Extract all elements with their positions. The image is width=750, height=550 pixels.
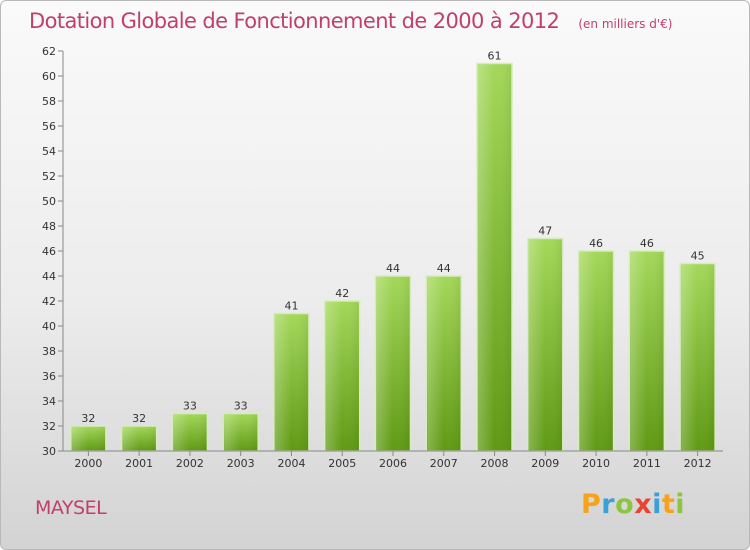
commune-name: MAYSEL xyxy=(35,497,107,519)
x-tick-label: 2011 xyxy=(633,457,661,470)
y-tick-label: 62 xyxy=(42,45,56,58)
logo-letter: i xyxy=(675,489,686,520)
data-label: 47 xyxy=(538,225,552,238)
x-tick-label: 2007 xyxy=(430,457,458,470)
y-tick-label: 44 xyxy=(42,270,56,283)
bar-highlight xyxy=(681,264,715,450)
data-label: 61 xyxy=(488,50,502,63)
data-label: 44 xyxy=(437,262,451,275)
x-tick-label: 2008 xyxy=(481,457,509,470)
data-label: 45 xyxy=(691,250,705,263)
data-label: 33 xyxy=(234,400,248,413)
bar-group xyxy=(628,250,666,452)
x-tick-label: 2005 xyxy=(328,457,356,470)
x-tick-label: 2004 xyxy=(277,457,305,470)
data-label: 46 xyxy=(589,237,603,250)
x-tick-label: 2003 xyxy=(227,457,255,470)
y-tick-label: 30 xyxy=(42,445,56,458)
logo-letter: P xyxy=(581,489,602,520)
x-tick-label: 2010 xyxy=(582,457,610,470)
data-label: 33 xyxy=(183,400,197,413)
logo-letter: o xyxy=(615,489,635,520)
x-tick-label: 2002 xyxy=(176,457,204,470)
bar-highlight xyxy=(173,414,207,450)
bar-group xyxy=(476,62,513,452)
y-tick-label: 42 xyxy=(42,295,56,308)
bar-highlight xyxy=(325,302,359,450)
x-tick-label: 2001 xyxy=(125,457,153,470)
bar-group xyxy=(323,300,361,452)
bar-highlight xyxy=(71,427,105,450)
logo-letter: t xyxy=(661,489,676,520)
y-axis: 30 32 34 36 38 40 42 44 46 48 50 52 54 56 58 60 62 xyxy=(42,45,64,458)
chart-unit-note: (en milliers d'€) xyxy=(578,17,673,31)
y-tick-label: 36 xyxy=(42,370,56,383)
y-tick-label: 60 xyxy=(42,70,56,83)
x-tick-label: 2006 xyxy=(379,457,407,470)
data-label: 46 xyxy=(640,237,654,250)
bar-group xyxy=(679,262,716,452)
y-tick-label: 40 xyxy=(42,320,56,333)
bar-group xyxy=(222,412,259,452)
bar-group xyxy=(527,237,564,452)
data-label: 42 xyxy=(335,287,349,300)
bar-highlight xyxy=(376,277,410,450)
bar-group xyxy=(425,275,463,452)
y-tick-label: 34 xyxy=(42,395,56,408)
proxiti-logo: Proxiti xyxy=(581,489,685,520)
y-tick-label: 48 xyxy=(42,220,56,233)
y-tick-label: 50 xyxy=(42,195,56,208)
logo-letter: x xyxy=(634,489,653,520)
data-label: 32 xyxy=(132,412,146,425)
bar-highlight xyxy=(630,252,664,450)
x-tick-label: 2009 xyxy=(531,457,559,470)
x-tick-label: 2012 xyxy=(684,457,712,470)
bar-group xyxy=(70,425,107,452)
y-tick-label: 52 xyxy=(42,170,56,183)
chart-title: Dotation Globale de Fonctionnement de 20… xyxy=(29,9,560,33)
bar-highlight xyxy=(478,64,512,450)
x-tick-label: 2000 xyxy=(74,457,102,470)
data-label: 44 xyxy=(386,262,400,275)
bar-group xyxy=(120,425,158,452)
bar-group xyxy=(374,275,412,452)
y-tick-label: 56 xyxy=(42,120,56,133)
chart-title-block: Dotation Globale de Fonctionnement de 20… xyxy=(29,9,672,33)
bar-highlight xyxy=(579,252,613,450)
y-tick-label: 46 xyxy=(42,245,56,258)
data-label: 41 xyxy=(284,300,298,313)
y-tick-label: 38 xyxy=(42,345,56,358)
y-tick-label: 58 xyxy=(42,95,56,108)
logo-letter: i xyxy=(652,489,662,520)
bar-highlight xyxy=(274,314,308,450)
bar-group xyxy=(577,250,615,452)
bar-group xyxy=(273,312,310,452)
data-label: 32 xyxy=(81,412,95,425)
x-axis: 2000 2001 2002 2003 2004 2005 2006 2007 2008 2009… xyxy=(63,450,723,470)
bars: 32 32 33 33 41 42 44 44 61 47 46 46 45 xyxy=(70,50,716,452)
y-tick-label: 32 xyxy=(42,420,56,433)
logo-letter: r xyxy=(601,489,616,520)
bar-highlight xyxy=(528,239,562,450)
bar-highlight xyxy=(122,427,156,450)
y-tick-label: 54 xyxy=(42,145,56,158)
bar-group xyxy=(171,412,209,452)
bar-highlight xyxy=(224,414,258,450)
bar-highlight xyxy=(427,277,461,450)
